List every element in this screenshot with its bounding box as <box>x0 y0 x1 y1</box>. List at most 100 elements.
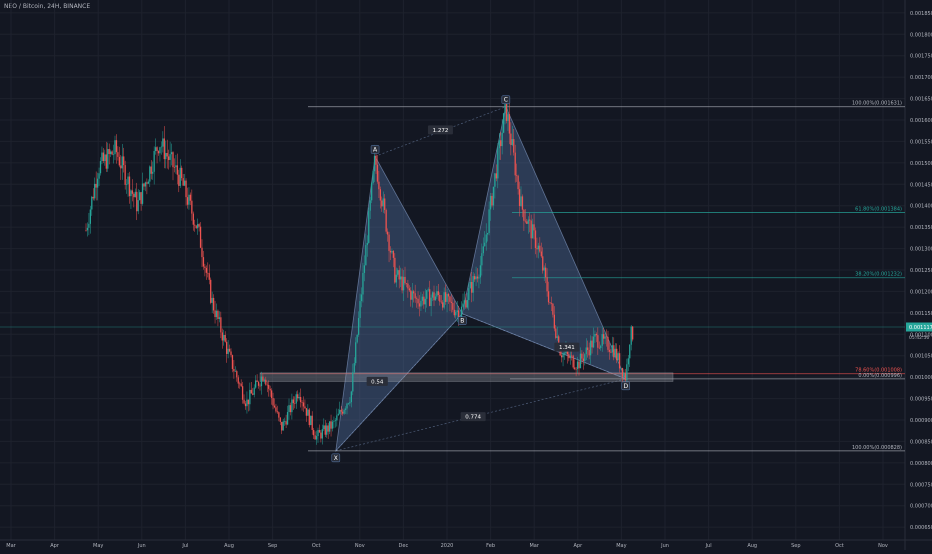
candle-body <box>575 368 577 370</box>
candle-body <box>85 230 87 231</box>
candle-body <box>247 399 250 405</box>
candle-body <box>102 152 105 161</box>
point-label: D <box>623 383 628 390</box>
candle-body <box>311 415 313 430</box>
candle-body <box>249 389 251 405</box>
candle-body <box>317 429 319 437</box>
connector-bd <box>462 313 626 380</box>
candle-body <box>553 314 555 329</box>
candle-body <box>183 180 186 186</box>
candle-body <box>243 399 245 404</box>
candle-body <box>231 355 234 369</box>
y-tick-label: 0.001800 <box>910 32 932 38</box>
candle-body <box>552 303 554 315</box>
candle-body <box>527 219 529 224</box>
candle-body <box>363 265 366 273</box>
candle-body <box>246 399 248 407</box>
candle-body <box>611 345 613 353</box>
candle-body <box>460 306 463 318</box>
candle-body <box>466 300 468 308</box>
candle-body <box>621 368 624 377</box>
candle-body <box>208 273 210 280</box>
y-tick-label: 0.000850 <box>910 439 932 445</box>
y-tick-label: 0.001400 <box>910 204 932 210</box>
x-tick-label: 2020 <box>441 543 454 549</box>
candle-body <box>424 298 426 305</box>
ratio-label: 1.341 <box>559 345 575 351</box>
candle-body <box>537 245 540 250</box>
candle-body <box>500 140 502 147</box>
candle-body <box>146 182 148 184</box>
candle-body <box>569 355 571 359</box>
candle-body <box>385 209 387 232</box>
candle-body <box>175 165 177 168</box>
candle-body <box>616 348 618 361</box>
candle-body <box>408 288 410 291</box>
candle-body <box>473 276 476 280</box>
candle-body <box>121 156 123 169</box>
candle-body <box>605 336 608 338</box>
candle-body <box>313 429 315 436</box>
candle-body <box>257 381 260 386</box>
candle-body <box>591 340 593 348</box>
candle-body <box>86 227 89 231</box>
x-tick-label: Apr <box>573 543 583 549</box>
candle-body <box>304 406 306 409</box>
y-tick-label: 0.001450 <box>910 182 932 188</box>
candle-body <box>281 421 283 431</box>
candle-body <box>342 411 344 414</box>
candle-body <box>594 334 596 337</box>
candle-body <box>355 342 357 364</box>
candle-body <box>420 300 422 307</box>
candle-body <box>330 421 332 429</box>
ratio-label: 0.774 <box>465 415 481 421</box>
x-tick-label: Sep <box>791 543 800 549</box>
candle-body <box>418 303 421 307</box>
candle-body <box>440 301 442 303</box>
candle-body <box>579 353 582 369</box>
candle-body <box>284 421 286 422</box>
x-tick-label: May <box>93 543 103 549</box>
candle-body <box>488 209 490 233</box>
candle-body <box>195 225 197 229</box>
candle-body <box>365 245 367 266</box>
candle-body <box>372 171 374 184</box>
x-tick-label: Oct <box>312 543 321 549</box>
candle-body <box>211 297 213 303</box>
candle-body <box>198 224 200 227</box>
countdown-label: 05:42:56 <box>909 335 929 341</box>
candle-body <box>516 175 518 176</box>
x-tick-label: Jul <box>181 543 188 549</box>
candle-body <box>476 276 479 279</box>
candle-body <box>197 224 199 229</box>
candle-body <box>397 270 399 275</box>
candle-body <box>472 276 474 293</box>
candle-body <box>513 139 515 153</box>
candle-body <box>626 364 628 381</box>
candle-body <box>471 282 473 293</box>
candle-body <box>539 245 541 252</box>
y-tick-label: 0.001300 <box>910 247 932 253</box>
candle-body <box>434 296 437 301</box>
candle-body <box>295 394 297 404</box>
x-tick-label: Mar <box>529 543 539 549</box>
candle-body <box>520 196 522 207</box>
candle-body <box>508 114 511 134</box>
candle-body <box>143 183 145 187</box>
candle-body <box>469 282 471 289</box>
candle-body <box>199 226 202 248</box>
candle-body <box>547 291 550 303</box>
candle-body <box>533 224 535 231</box>
candle-body <box>221 332 223 341</box>
candle-body <box>587 347 589 351</box>
candle-body <box>136 191 138 212</box>
candle-body <box>582 358 584 361</box>
candle-body <box>592 336 595 348</box>
y-tick-label: 0.001200 <box>910 289 932 295</box>
candle-body <box>447 294 450 297</box>
candle-body <box>265 379 267 385</box>
candle-body <box>214 310 216 318</box>
candle-body <box>431 292 434 298</box>
